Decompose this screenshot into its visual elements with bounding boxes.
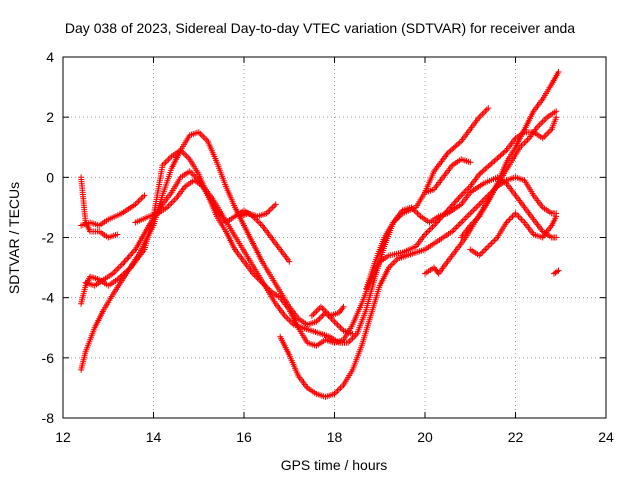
data-point-markers [78, 129, 356, 373]
chart-title: Day 038 of 2023, Sidereal Day-to-day VTE… [65, 20, 575, 36]
x-tick-label: 14 [146, 429, 162, 445]
data-point-markers [363, 105, 492, 292]
y-tick-label: -8 [42, 410, 55, 426]
series-track-1 [78, 129, 356, 373]
data-point-markers [132, 174, 560, 346]
x-axis-label: GPS time / hours [281, 457, 388, 473]
y-axis-label: SDTVAR / TECUs [6, 182, 22, 294]
series-track-3 [78, 114, 560, 349]
x-tick-label: 18 [327, 429, 343, 445]
grid-lines [63, 57, 606, 418]
series-track-13 [458, 69, 562, 241]
data-point-markers [78, 174, 121, 241]
data-point-markers [458, 69, 562, 241]
data-points [78, 69, 562, 400]
x-tick-label: 16 [236, 429, 252, 445]
x-tick-label: 24 [598, 429, 614, 445]
data-point-markers [308, 303, 347, 319]
series-track-8 [277, 174, 560, 400]
series-track-9 [308, 303, 347, 319]
y-tick-label: 0 [46, 169, 54, 185]
data-point-markers [277, 174, 560, 400]
data-point-markers [78, 114, 560, 349]
y-tick-label: -4 [42, 290, 55, 306]
y-tick-label: 2 [46, 109, 54, 125]
y-tick-label: -6 [42, 350, 55, 366]
data-point-markers [236, 201, 279, 220]
series-track-4 [78, 174, 121, 241]
data-point-markers [551, 267, 562, 277]
data-point-markers [467, 210, 560, 259]
x-tick-label: 22 [508, 429, 524, 445]
data-point-markers [422, 156, 474, 196]
series-track-10 [363, 105, 492, 292]
series-track-2 [78, 192, 148, 229]
series-track-15 [551, 267, 562, 277]
series-track-6 [132, 174, 560, 346]
x-tick-label: 12 [55, 429, 71, 445]
x-tick-label: 20 [417, 429, 433, 445]
series-track-11 [422, 156, 474, 196]
y-tick-label: -2 [42, 230, 55, 246]
data-point-markers [78, 192, 148, 229]
series-track-14 [467, 210, 560, 259]
y-tick-label: 4 [46, 49, 54, 65]
series-track-7 [236, 201, 279, 220]
